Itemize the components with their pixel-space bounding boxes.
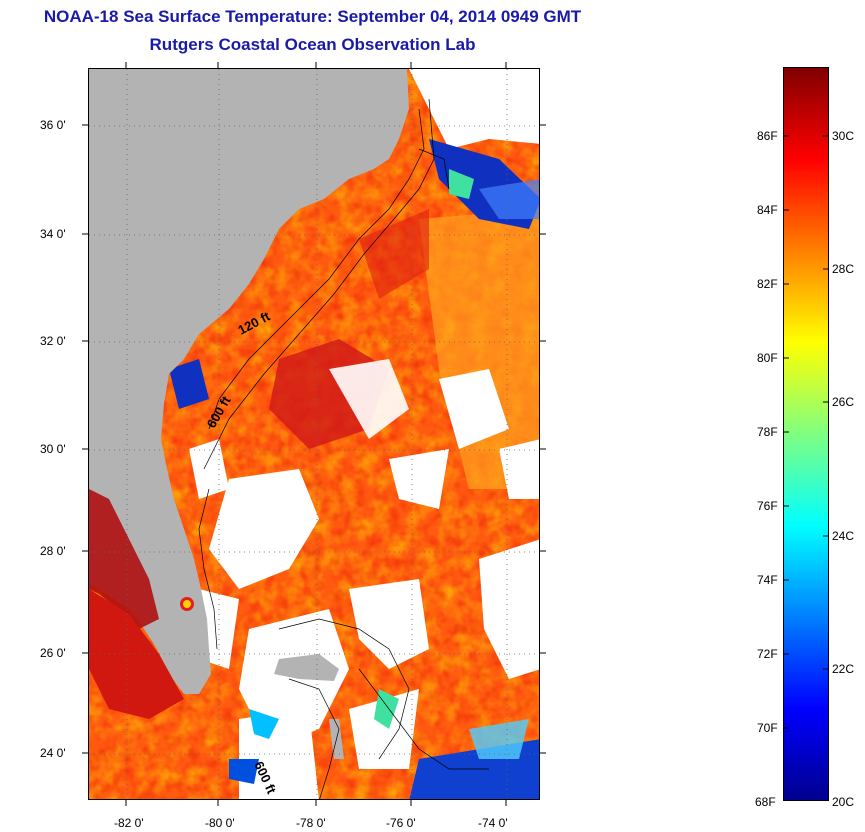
- cbar-f-74: 74F: [757, 573, 778, 587]
- map-title: NOAA-18 Sea Surface Temperature: Septemb…: [43, 7, 582, 26]
- land-mass: [89, 69, 409, 694]
- lat-label-34: 34 0': [40, 227, 66, 241]
- cbar-f-70: 70F: [757, 721, 778, 735]
- lat-label-36: 36 0': [40, 118, 66, 132]
- cbar-f-82: 82F: [757, 277, 778, 291]
- lon-label-76: -76 0': [386, 816, 416, 830]
- lat-label-26: 26 0': [40, 646, 66, 660]
- lat-label-28: 28 0': [40, 544, 66, 558]
- cbar-f-68: 68F: [755, 795, 776, 809]
- map-subtitle: Rutgers Coastal Ocean Observation Lab: [149, 35, 476, 54]
- sst-map: 120 ft 600 ft 600 ft: [88, 68, 540, 800]
- lat-label-24: 24 0': [40, 746, 66, 760]
- lon-label-78: -78 0': [296, 816, 326, 830]
- sst-map-svg: 120 ft 600 ft 600 ft: [89, 69, 539, 799]
- graticule: [89, 69, 539, 799]
- cbar-c-28: 28C: [832, 262, 855, 276]
- colorbar: [783, 67, 829, 801]
- cbar-f-78: 78F: [757, 425, 778, 439]
- lon-label-74: -74 0': [478, 816, 508, 830]
- cbar-f-84: 84F: [757, 203, 778, 217]
- cbar-c-20: 20C: [832, 795, 855, 809]
- cbar-c-26: 26C: [832, 395, 855, 409]
- cbar-f-72: 72F: [757, 647, 778, 661]
- cbar-f-86: 86F: [757, 129, 778, 143]
- lon-label-80: -80 0': [205, 816, 235, 830]
- lon-label-82: -82 0': [114, 816, 144, 830]
- cloud-mask: [189, 69, 539, 799]
- lat-label-30: 30 0': [40, 442, 66, 456]
- lat-label-32: 32 0': [40, 334, 66, 348]
- bathymetry-contours: [198, 98, 489, 799]
- cbar-c-24: 24C: [832, 529, 855, 543]
- cbar-f-76: 76F: [757, 499, 778, 513]
- cbar-f-80: 80F: [757, 351, 778, 365]
- cbar-c-22: 22C: [832, 662, 855, 676]
- cbar-c-30: 30C: [832, 129, 855, 143]
